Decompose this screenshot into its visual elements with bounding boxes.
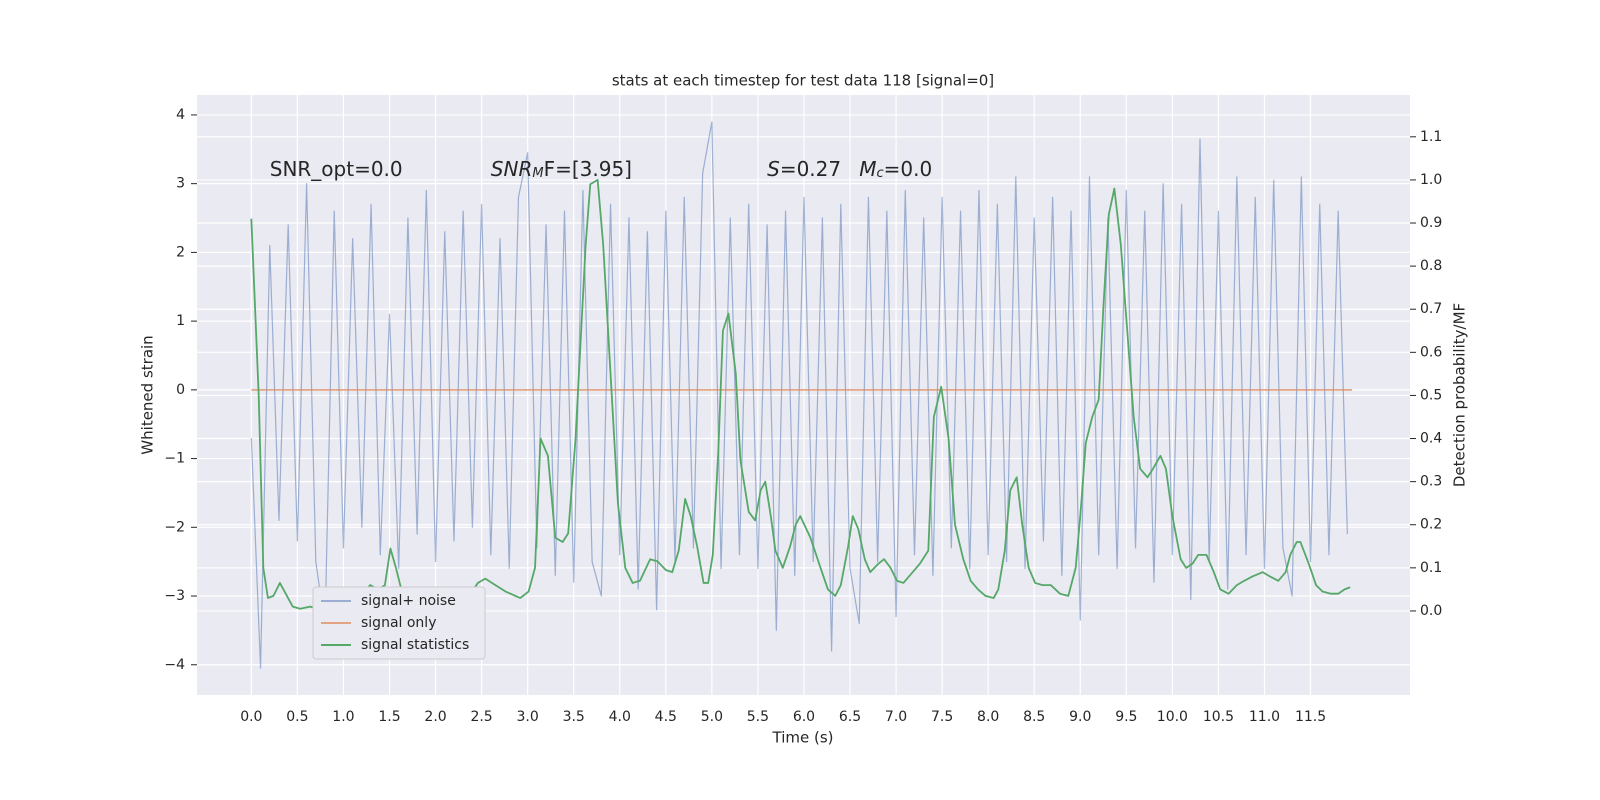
x-tick-label: 9.0 xyxy=(1069,709,1091,725)
x-tick-label: 0.5 xyxy=(286,709,308,725)
annotation-rest: =0.0 xyxy=(884,156,933,180)
x-tick-label: 7.5 xyxy=(931,709,953,725)
x-tick-label: 2.5 xyxy=(470,709,492,725)
y2-tick-label: 0.8 xyxy=(1420,258,1442,274)
y-tick-label: −4 xyxy=(164,657,185,673)
x-tick-label: 5.0 xyxy=(701,709,723,725)
x-tick-label: 10.0 xyxy=(1157,709,1188,725)
y-tick-label: −1 xyxy=(164,451,185,467)
x-tick-label: 3.0 xyxy=(517,709,539,725)
legend-label: signal statistics xyxy=(361,637,469,653)
y2-tick-label: 0.2 xyxy=(1420,517,1442,533)
annotation: SNR_opt=0.0 xyxy=(270,156,403,180)
x-tick-label: 5.5 xyxy=(747,709,769,725)
x-axis-label: Time (s) xyxy=(772,729,834,747)
x-tick-label: 4.5 xyxy=(655,709,677,725)
annotation: SNRMF=[3.95] xyxy=(491,156,632,181)
y2-tick-label: 0.0 xyxy=(1420,603,1442,619)
legend: signal+ noise signal only signal statistic… xyxy=(312,586,486,660)
chart-title: stats at each timestep for test data 118… xyxy=(612,72,994,90)
annotation-base: S xyxy=(767,156,780,180)
x-tick-label: 0.0 xyxy=(240,709,262,725)
annotation-rest: =0.27 xyxy=(780,156,841,180)
x-tick-label: 1.0 xyxy=(332,709,354,725)
annotation: S=0.27 xyxy=(767,156,841,180)
x-tick-label: 8.5 xyxy=(1023,709,1045,725)
marks xyxy=(250,121,1352,669)
y2-tick-label: 0.5 xyxy=(1420,387,1442,403)
y2-tick-label: 0.7 xyxy=(1420,301,1442,317)
legend-box xyxy=(312,586,486,660)
annotation-sub: c xyxy=(876,166,883,181)
x-tick-label: 2.0 xyxy=(424,709,446,725)
y2-tick-label: 0.1 xyxy=(1420,560,1442,576)
y-tick-label: 1 xyxy=(176,313,185,329)
x-tick-label: 7.0 xyxy=(885,709,907,725)
x-tick-label: 11.5 xyxy=(1295,709,1326,725)
annotation-rest: F=[3.95] xyxy=(544,156,632,180)
annotation-base: M xyxy=(859,156,876,180)
y2-tick-label: 0.6 xyxy=(1420,344,1442,360)
y2-tick-label: 0.4 xyxy=(1420,431,1442,447)
x-tick-label: 6.5 xyxy=(839,709,861,725)
y-axis-label: Whitened strain xyxy=(139,335,157,454)
y2-tick-label: 0.9 xyxy=(1420,215,1442,231)
x-tick-label: 6.0 xyxy=(793,709,815,725)
series-line xyxy=(250,121,1348,669)
y2-tick-label: 1.1 xyxy=(1420,129,1442,145)
legend-label: signal+ noise xyxy=(361,593,456,609)
x-tick-label: 4.0 xyxy=(609,709,631,725)
y-tick-label: 3 xyxy=(176,176,185,192)
y-tick-label: 0 xyxy=(176,382,185,398)
x-tick-label: 11.0 xyxy=(1249,709,1280,725)
annotation-sub: M xyxy=(532,166,543,181)
legend-label: signal only xyxy=(361,615,436,631)
y-tick-label: −3 xyxy=(164,588,185,604)
annotation-base: SNR_opt=0.0 xyxy=(270,156,403,180)
annotations: SNR_opt=0.0 SNRMF=[3.95] S=0.27 Mc=0.0 xyxy=(270,156,932,181)
annotation-base: SNR xyxy=(491,156,533,180)
series-line xyxy=(250,179,1351,612)
x-tick-label: 8.0 xyxy=(977,709,999,725)
x-tick-label: 3.5 xyxy=(563,709,585,725)
annotation: Mc=0.0 xyxy=(859,156,932,181)
y-tick-label: 2 xyxy=(176,244,185,260)
y2-tick-label: 1.0 xyxy=(1420,172,1442,188)
y2-axis-label: Detection probability/MF xyxy=(1451,303,1469,487)
y2-tick-label: 0.3 xyxy=(1420,474,1442,490)
y-tick-label: 4 xyxy=(176,107,185,123)
x-tick-label: 9.5 xyxy=(1115,709,1137,725)
x-tick-label: 10.5 xyxy=(1203,709,1234,725)
y-tick-label: −2 xyxy=(164,519,185,535)
x-tick-label: 1.5 xyxy=(378,709,400,725)
